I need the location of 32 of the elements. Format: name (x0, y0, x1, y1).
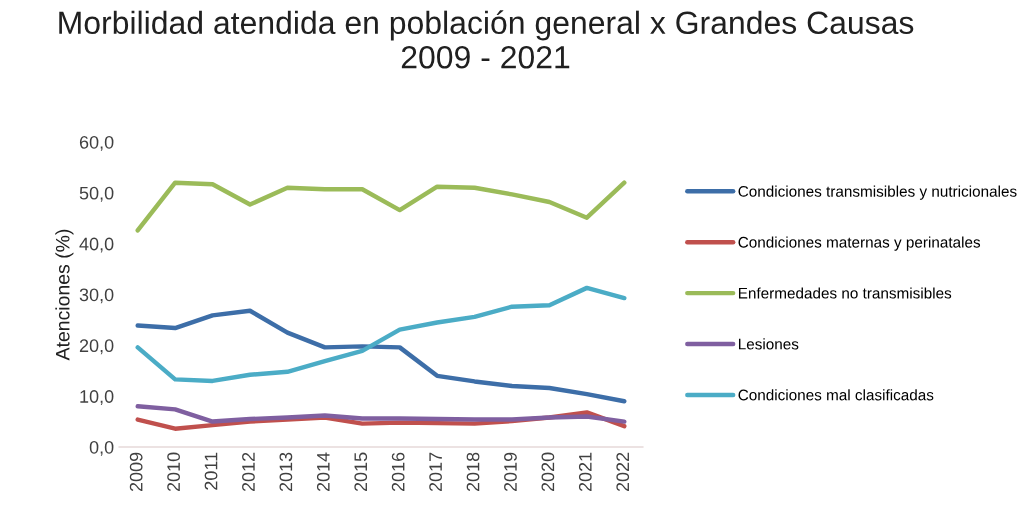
line-series (135, 404, 627, 424)
x-tick-label: 2017 (429, 452, 442, 492)
y-tick-label: 20,0 (79, 339, 114, 355)
y-tick-label: 50,0 (79, 186, 114, 202)
y-tick-label: 40,0 (79, 237, 114, 253)
x-tick-label: 2016 (391, 452, 405, 492)
y-tick-label: 30,0 (79, 288, 114, 304)
legend-label: Condiciones transmisibles y nutricionales (738, 185, 1017, 200)
y-tick-label: 60,0 (79, 135, 114, 151)
x-tick-label: 2018 (466, 452, 480, 492)
x-tick-label: 2019 (504, 452, 517, 492)
x-tick-label: 2013 (279, 452, 293, 492)
legend-label: Condiciones maternas y perinatales (738, 236, 981, 251)
x-tick-label: 2012 (242, 452, 255, 492)
x-tick-label: 2015 (354, 452, 368, 492)
y-tick-label: 0,0 (89, 440, 114, 456)
y-axis-title: Atenciones (%) (55, 229, 74, 361)
legend-label: Condiciones mal clasificadas (738, 389, 934, 401)
line-series (135, 308, 627, 404)
x-tick-label: 2021 (578, 452, 592, 492)
y-tick-label: 10,0 (80, 390, 114, 406)
x-tick-label: 2010 (167, 452, 180, 492)
x-tick-label: 2022 (616, 452, 630, 492)
x-tick-label: 2009 (129, 452, 143, 492)
line-series (135, 180, 627, 233)
legend-label: Lesiones (738, 338, 799, 350)
chart-title: Morbilidad atendida en población general x Grandes Causas 2009 - 2021 (59, 10, 914, 69)
line-series (135, 285, 627, 384)
x-tick-label: 2014 (316, 452, 330, 492)
legend-label: Enfermedades no transmisibles (738, 287, 952, 299)
x-tick-label: 2020 (541, 452, 555, 492)
x-tick-label: 2011 (204, 452, 218, 490)
